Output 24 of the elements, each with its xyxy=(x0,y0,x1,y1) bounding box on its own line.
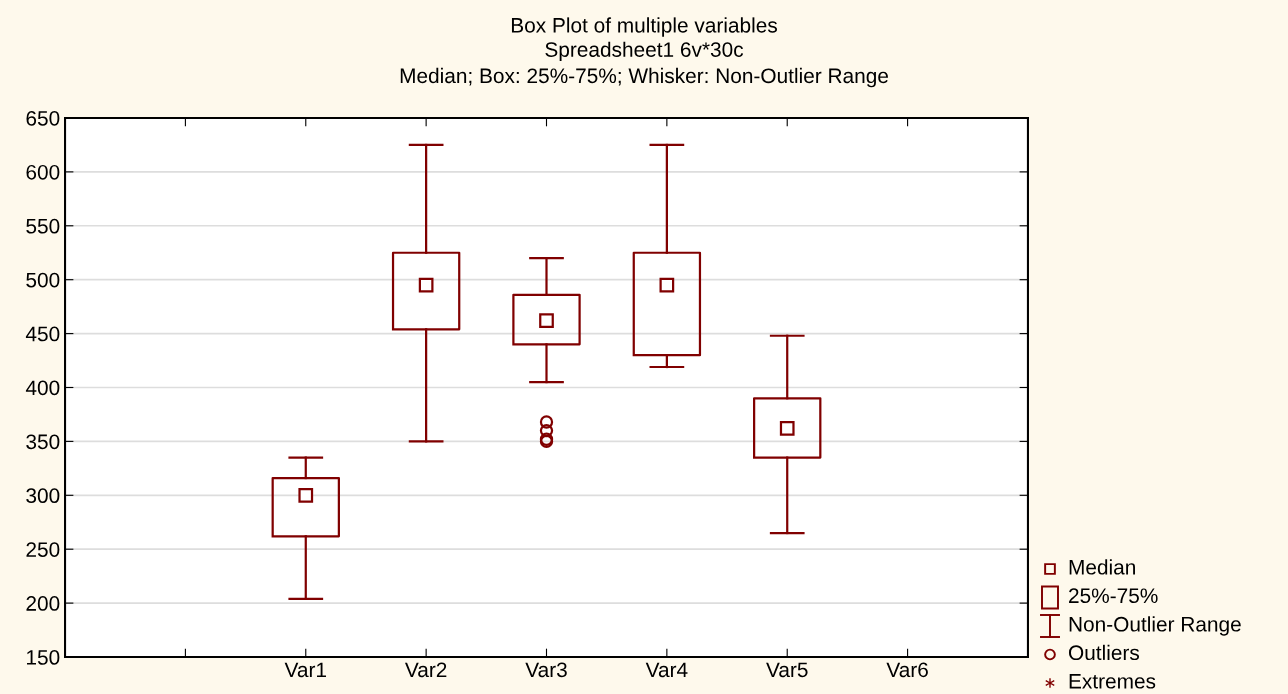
chart-title: Box Plot of multiple variables xyxy=(511,17,777,37)
text: Outliers xyxy=(1068,644,1140,661)
text: 25%-75% xyxy=(1069,588,1158,604)
y-tick-label: 500 xyxy=(26,272,60,288)
text: Median xyxy=(1069,559,1135,575)
y-tick-label: 150 xyxy=(27,650,60,665)
y-tick-label: 300 xyxy=(26,488,60,504)
y-tick-label: 350 xyxy=(26,434,60,450)
x-tick-label: Var1 xyxy=(284,662,326,678)
text: Extremes xyxy=(1069,674,1156,689)
y-tick-label: 250 xyxy=(26,542,60,557)
chart-subtitle: Spreadsheet1 6v*30c Median; Box: 25%-75%; Whisker: Non-Outlier Range xyxy=(400,41,888,88)
x-tick-label: Var6 xyxy=(886,662,928,678)
y-tick-label: 650 xyxy=(26,110,60,126)
text: Non-Outlier Range xyxy=(1069,616,1241,636)
y-tick-label: 600 xyxy=(26,164,60,180)
y-tick-label: 400 xyxy=(25,380,60,396)
x-tick-label: Var5 xyxy=(766,662,808,678)
x-tick-label: Var3 xyxy=(525,662,567,678)
y-tick-label: 550 xyxy=(26,218,60,234)
x-tick-label: Var2 xyxy=(404,662,447,678)
y-tick-label: 200 xyxy=(26,596,60,611)
x-tick-label: Var4 xyxy=(645,662,688,678)
y-tick-label: 450 xyxy=(25,326,60,342)
